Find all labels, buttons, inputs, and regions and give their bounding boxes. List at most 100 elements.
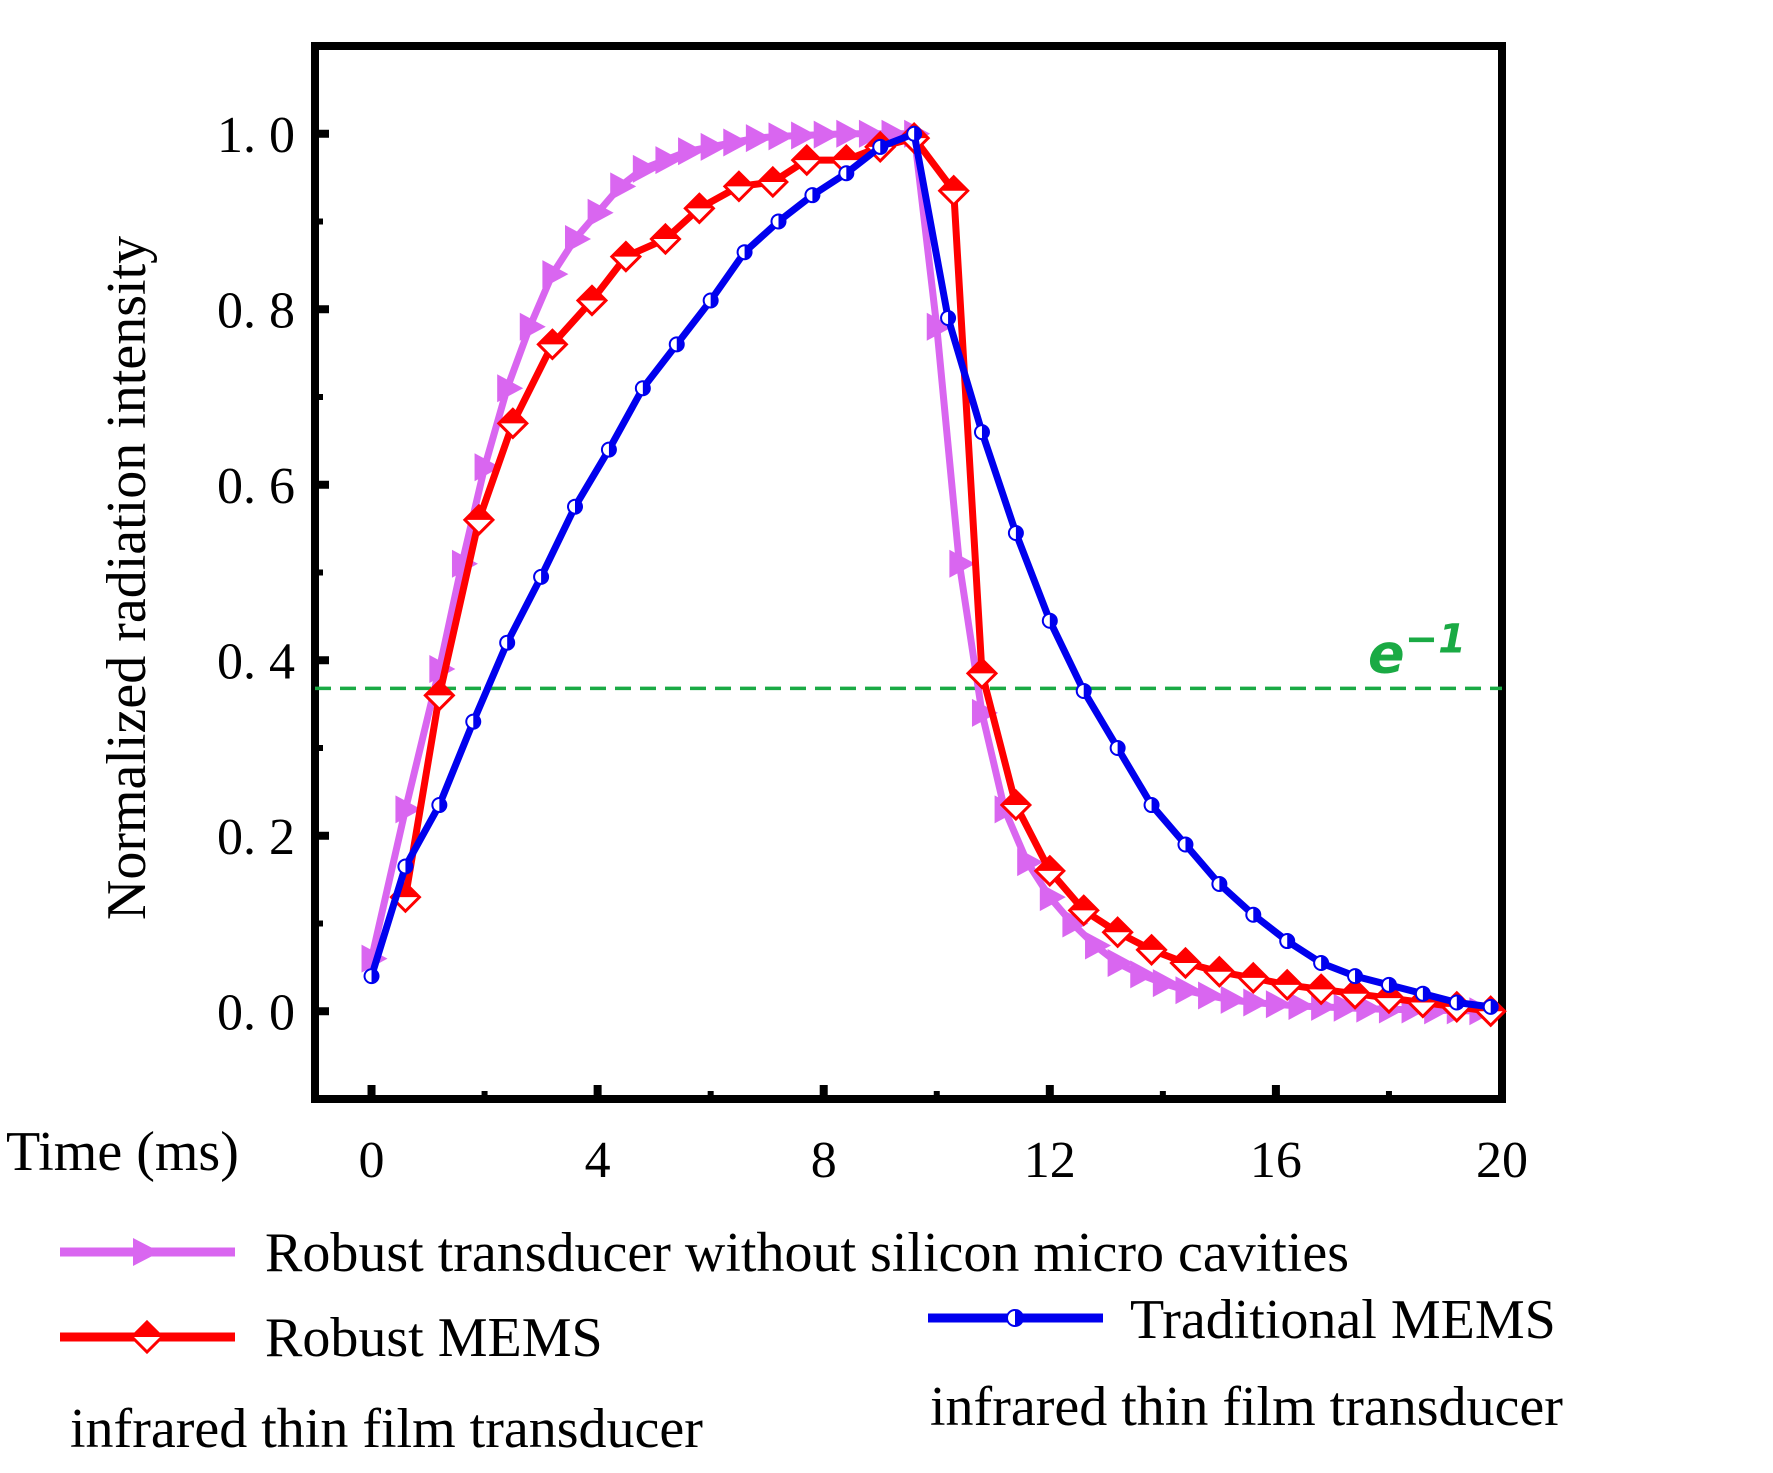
data-point (497, 374, 524, 403)
data-point (1220, 985, 1247, 1014)
axis-ticks: 0 4 8 12 16 20 0. 0 0. 2 0. 4 0. 6 0. 8 1. 0 (217, 107, 1528, 1189)
x-axis-title: Time (ms) (6, 1121, 239, 1183)
data-point (649, 222, 682, 256)
data-point (683, 192, 716, 225)
x-tick-label: 12 (1024, 1132, 1076, 1189)
data-point (1175, 976, 1202, 1005)
data-series (361, 119, 1507, 1028)
x-tick-label: 0 (359, 1132, 385, 1189)
legend-marker-series-1 (133, 1238, 160, 1266)
data-point (937, 174, 970, 207)
plot-frame (311, 42, 1506, 1103)
data-point (632, 154, 659, 183)
data-point (770, 213, 787, 230)
data-point (423, 679, 456, 712)
data-point (1143, 797, 1160, 814)
data-point (610, 172, 637, 201)
data-point (1271, 968, 1304, 1002)
data-point (791, 121, 818, 150)
data-point (1313, 954, 1330, 971)
data-point (519, 312, 546, 341)
data-point (451, 549, 478, 578)
series-line (368, 130, 1492, 1011)
data-point (838, 165, 855, 182)
data-point (634, 380, 651, 397)
legend-marker-series-2-fill (132, 1322, 162, 1337)
data-point (858, 119, 885, 148)
data-point (678, 137, 705, 166)
data-point (1075, 682, 1092, 699)
y-tick-label: 0. 2 (217, 809, 295, 866)
x-tick-label: 4 (585, 1132, 611, 1189)
series-1 (361, 119, 1496, 1026)
data-point (1288, 991, 1315, 1020)
data-point (723, 128, 750, 157)
data-point (542, 260, 569, 289)
data-point (395, 795, 422, 824)
data-point (1067, 894, 1100, 927)
data-point (1448, 994, 1465, 1011)
data-point (655, 146, 682, 175)
data-point (971, 698, 998, 727)
data-point (745, 124, 772, 153)
data-point (1305, 973, 1338, 1006)
legend-label-series-3-line2: infrared thin film transducer (930, 1376, 1563, 1438)
data-point (1265, 990, 1292, 1019)
legend-label-series-1: Robust transducer without silicon micro … (265, 1222, 1349, 1284)
data-point (496, 407, 529, 440)
data-point (1107, 948, 1134, 977)
data-point (474, 453, 501, 482)
data-point (940, 310, 957, 327)
data-point (999, 788, 1033, 822)
data-point (431, 797, 448, 814)
data-point (722, 170, 756, 203)
reference-label-exponent: −1 (1405, 616, 1466, 662)
data-point (1279, 933, 1296, 950)
data-point (567, 498, 584, 515)
data-point (836, 119, 863, 148)
data-point (1062, 909, 1089, 938)
y-tick-label: 1. 0 (217, 107, 295, 164)
legend: Robust transducer without silicon micro … (60, 1222, 1563, 1460)
data-point (804, 187, 821, 204)
data-point (1041, 612, 1058, 629)
data-point (1347, 968, 1364, 985)
x-tick-label: 20 (1476, 1132, 1528, 1189)
data-point (668, 336, 685, 353)
data-point (587, 198, 614, 227)
y-tick-label: 0. 4 (217, 633, 295, 690)
data-point (1414, 985, 1431, 1002)
reference-label-base: e (1368, 622, 1405, 685)
data-point (736, 244, 753, 261)
data-point (1177, 836, 1194, 853)
data-point (1338, 977, 1372, 1010)
data-point (1482, 998, 1499, 1015)
data-point (609, 240, 643, 273)
data-point (1198, 981, 1225, 1010)
data-point (790, 143, 823, 177)
legend-label-series-2-line1: Robust MEMS (265, 1307, 603, 1369)
data-point (768, 122, 795, 151)
data-point (363, 968, 380, 985)
data-point (906, 125, 923, 142)
reference-line-label: e−1 (1368, 616, 1466, 685)
data-point (1203, 955, 1236, 988)
legend-label-series-3-line1: Traditional MEMS (1130, 1289, 1556, 1351)
x-tick-label: 8 (811, 1132, 837, 1189)
y-tick-label: 0. 6 (217, 458, 295, 515)
data-point (600, 441, 617, 458)
data-point (1380, 976, 1397, 993)
series-line (401, 134, 1492, 1015)
y-axis-title: Normalized radiation intensity (96, 236, 158, 920)
data-point (462, 503, 496, 536)
data-point (949, 549, 976, 578)
data-point (965, 657, 999, 690)
data-point (1135, 933, 1168, 966)
data-point (1245, 906, 1262, 923)
legend-label-series-2-line2: infrared thin film transducer (70, 1398, 703, 1460)
data-point (813, 120, 840, 149)
data-point (1333, 993, 1360, 1022)
data-point (1085, 931, 1112, 960)
data-point (533, 568, 550, 585)
